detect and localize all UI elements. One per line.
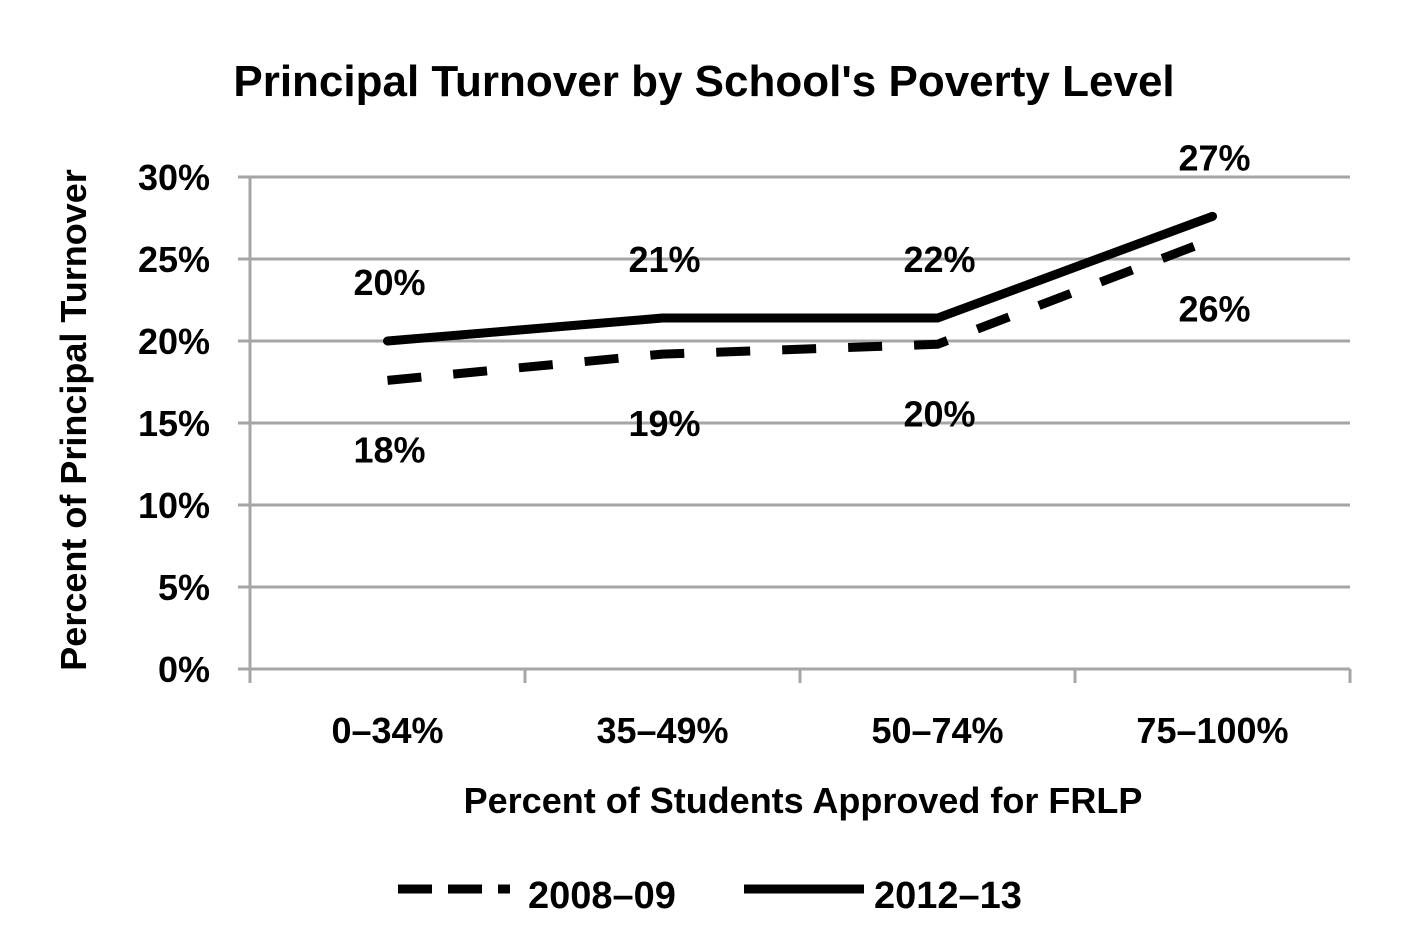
series-lines xyxy=(383,211,1217,385)
legend-label-2012-13: 2012–13 xyxy=(874,875,1022,917)
chart-title: Principal Turnover by School's Poverty L… xyxy=(233,57,1174,106)
x-tick-label: 75–100% xyxy=(1136,710,1288,751)
y-tick-label: 25% xyxy=(138,239,210,280)
y-axis-ticks: 0% 5% 10% 15% 20% 25% 30% xyxy=(138,157,250,690)
data-label: 26% xyxy=(1178,288,1250,329)
x-tick-label: 0–34% xyxy=(331,710,443,751)
data-label: 20% xyxy=(903,393,975,434)
data-label: 18% xyxy=(353,429,425,470)
legend-item-2012-13: 2012–13 xyxy=(744,875,1022,917)
y-tick-label: 20% xyxy=(138,321,210,362)
y-tick-label: 30% xyxy=(138,157,210,198)
series-line-dashed xyxy=(387,235,1215,385)
data-labels: 18% 19% 20% 26% 20% 21% 22% 27% xyxy=(353,137,1250,470)
data-label: 22% xyxy=(903,239,975,280)
y-tick-label: 0% xyxy=(158,649,210,690)
data-label: 27% xyxy=(1178,137,1250,178)
legend: 2008–09 2012–13 xyxy=(398,875,1022,917)
series-line-solid xyxy=(383,211,1217,346)
legend-label-2008-09: 2008–09 xyxy=(528,875,676,917)
x-tick-label: 35–49% xyxy=(596,710,728,751)
y-tick-label: 10% xyxy=(138,485,210,526)
x-axis-title: Percent of Students Approved for FRLP xyxy=(464,780,1143,821)
x-tick-label: 50–74% xyxy=(871,710,1003,751)
legend-item-2008-09: 2008–09 xyxy=(398,875,676,917)
y-tick-label: 15% xyxy=(138,403,210,444)
data-label: 20% xyxy=(353,262,425,303)
x-axis-ticks: 0–34% 35–49% 50–74% 75–100% xyxy=(248,669,1352,751)
data-label: 21% xyxy=(628,239,700,280)
data-label: 19% xyxy=(628,403,700,444)
y-axis-title: Percent of Principal Turnover xyxy=(53,169,94,670)
y-tick-label: 5% xyxy=(158,567,210,608)
